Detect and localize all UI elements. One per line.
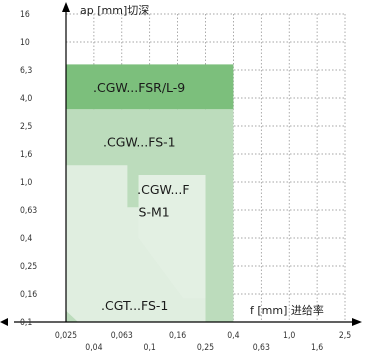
x-axis-arrow-right	[352, 318, 362, 326]
y-tick-label: 6,3	[20, 66, 32, 76]
x-tick-label: 0,63	[253, 343, 270, 353]
y-axis-label: ap [mm]切深	[80, 4, 149, 17]
x-tick-label: 0,025	[55, 331, 77, 341]
region-label-fsm1-line1: .CGW...F	[137, 182, 189, 197]
x-axis-arrow-left	[0, 318, 8, 326]
x-tick-label: 0,1	[144, 343, 156, 353]
region-fsm1-area	[138, 175, 206, 299]
region-label-fsr: .CGW...FSR/L-9	[93, 80, 185, 95]
region-cgt-area	[66, 165, 206, 322]
x-axis-label: f [mm] 进给率	[250, 303, 324, 317]
y-tick-label: 1,6	[20, 150, 32, 160]
region-label-cgt: .CGT...FS-1	[101, 298, 168, 313]
region-label-fs1: .CGW...FS-1	[103, 134, 176, 149]
y-tick-label: 4,0	[20, 94, 32, 104]
x-tick-label: 0,4	[227, 331, 239, 341]
x-tick-label: 0,16	[169, 331, 186, 341]
x-tick-label: 0,04	[85, 343, 102, 353]
y-axis-arrow	[62, 2, 70, 12]
y-tick-label: 0,4	[20, 234, 32, 244]
y-tick-label: 16	[20, 10, 30, 20]
x-tick-label: 0,063	[111, 331, 133, 341]
x-tick-label: 1,0	[283, 331, 295, 341]
x-tick-label: 1,6	[311, 343, 323, 353]
y-tick-label: 0,16	[20, 290, 37, 300]
y-tick-label: 2,5	[20, 122, 32, 132]
region-fsr-area	[66, 64, 234, 110]
x-tick-label: 2,5	[339, 331, 351, 341]
y-tick-label: 1,0	[20, 178, 32, 188]
y-tick-label: 0,25	[20, 262, 37, 272]
region-label-fsm1-line2: S-M1	[139, 204, 170, 219]
x-tick-label: 0,25	[197, 343, 214, 353]
y-tick-label: 10	[20, 38, 30, 48]
y-tick-label: 0,1	[20, 318, 32, 328]
y-tick-label: 0,63	[20, 206, 37, 216]
